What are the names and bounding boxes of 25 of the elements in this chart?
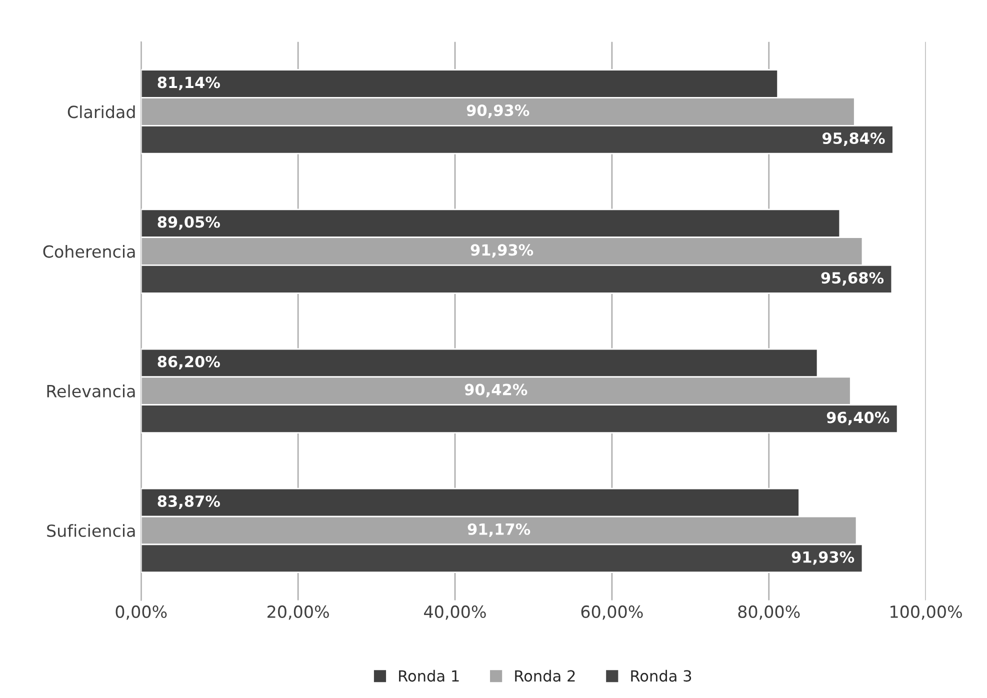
x-tick-label: 80,00% — [738, 605, 800, 620]
x-tick-label: 40,00% — [424, 605, 486, 620]
y-tick-label: Relevancia — [47, 384, 135, 398]
data-label: 95,84% — [822, 132, 885, 146]
legend-label: Ronda 3 — [631, 670, 692, 682]
data-label: 89,05% — [158, 216, 220, 230]
data-label: 90,42% — [464, 384, 528, 398]
data-label: 91,17% — [468, 523, 530, 537]
data-label: 90,93% — [466, 104, 530, 118]
data-label: 91,93% — [792, 551, 854, 565]
x-tick-label: 100,00% — [890, 605, 962, 620]
y-tick-label: Coherencia — [43, 244, 135, 258]
legend-label: Ronda 1 — [399, 670, 459, 682]
legend-label: Ronda 2 — [515, 670, 575, 682]
x-tick-label: 60,00% — [581, 605, 643, 620]
data-label: 96,40% — [826, 412, 890, 426]
x-tick-label: 0,00% — [116, 605, 167, 620]
data-label: 91,93% — [470, 244, 534, 258]
x-tick-label: 20,00% — [268, 605, 329, 620]
data-label: 83,87% — [158, 495, 220, 509]
data-label: 95,68% — [821, 272, 884, 286]
data-label: 81,14% — [158, 76, 220, 90]
y-tick-label: Suficiencia — [47, 524, 135, 538]
y-tick-label: Claridad — [68, 105, 135, 118]
data-label: 86,20% — [158, 356, 220, 370]
